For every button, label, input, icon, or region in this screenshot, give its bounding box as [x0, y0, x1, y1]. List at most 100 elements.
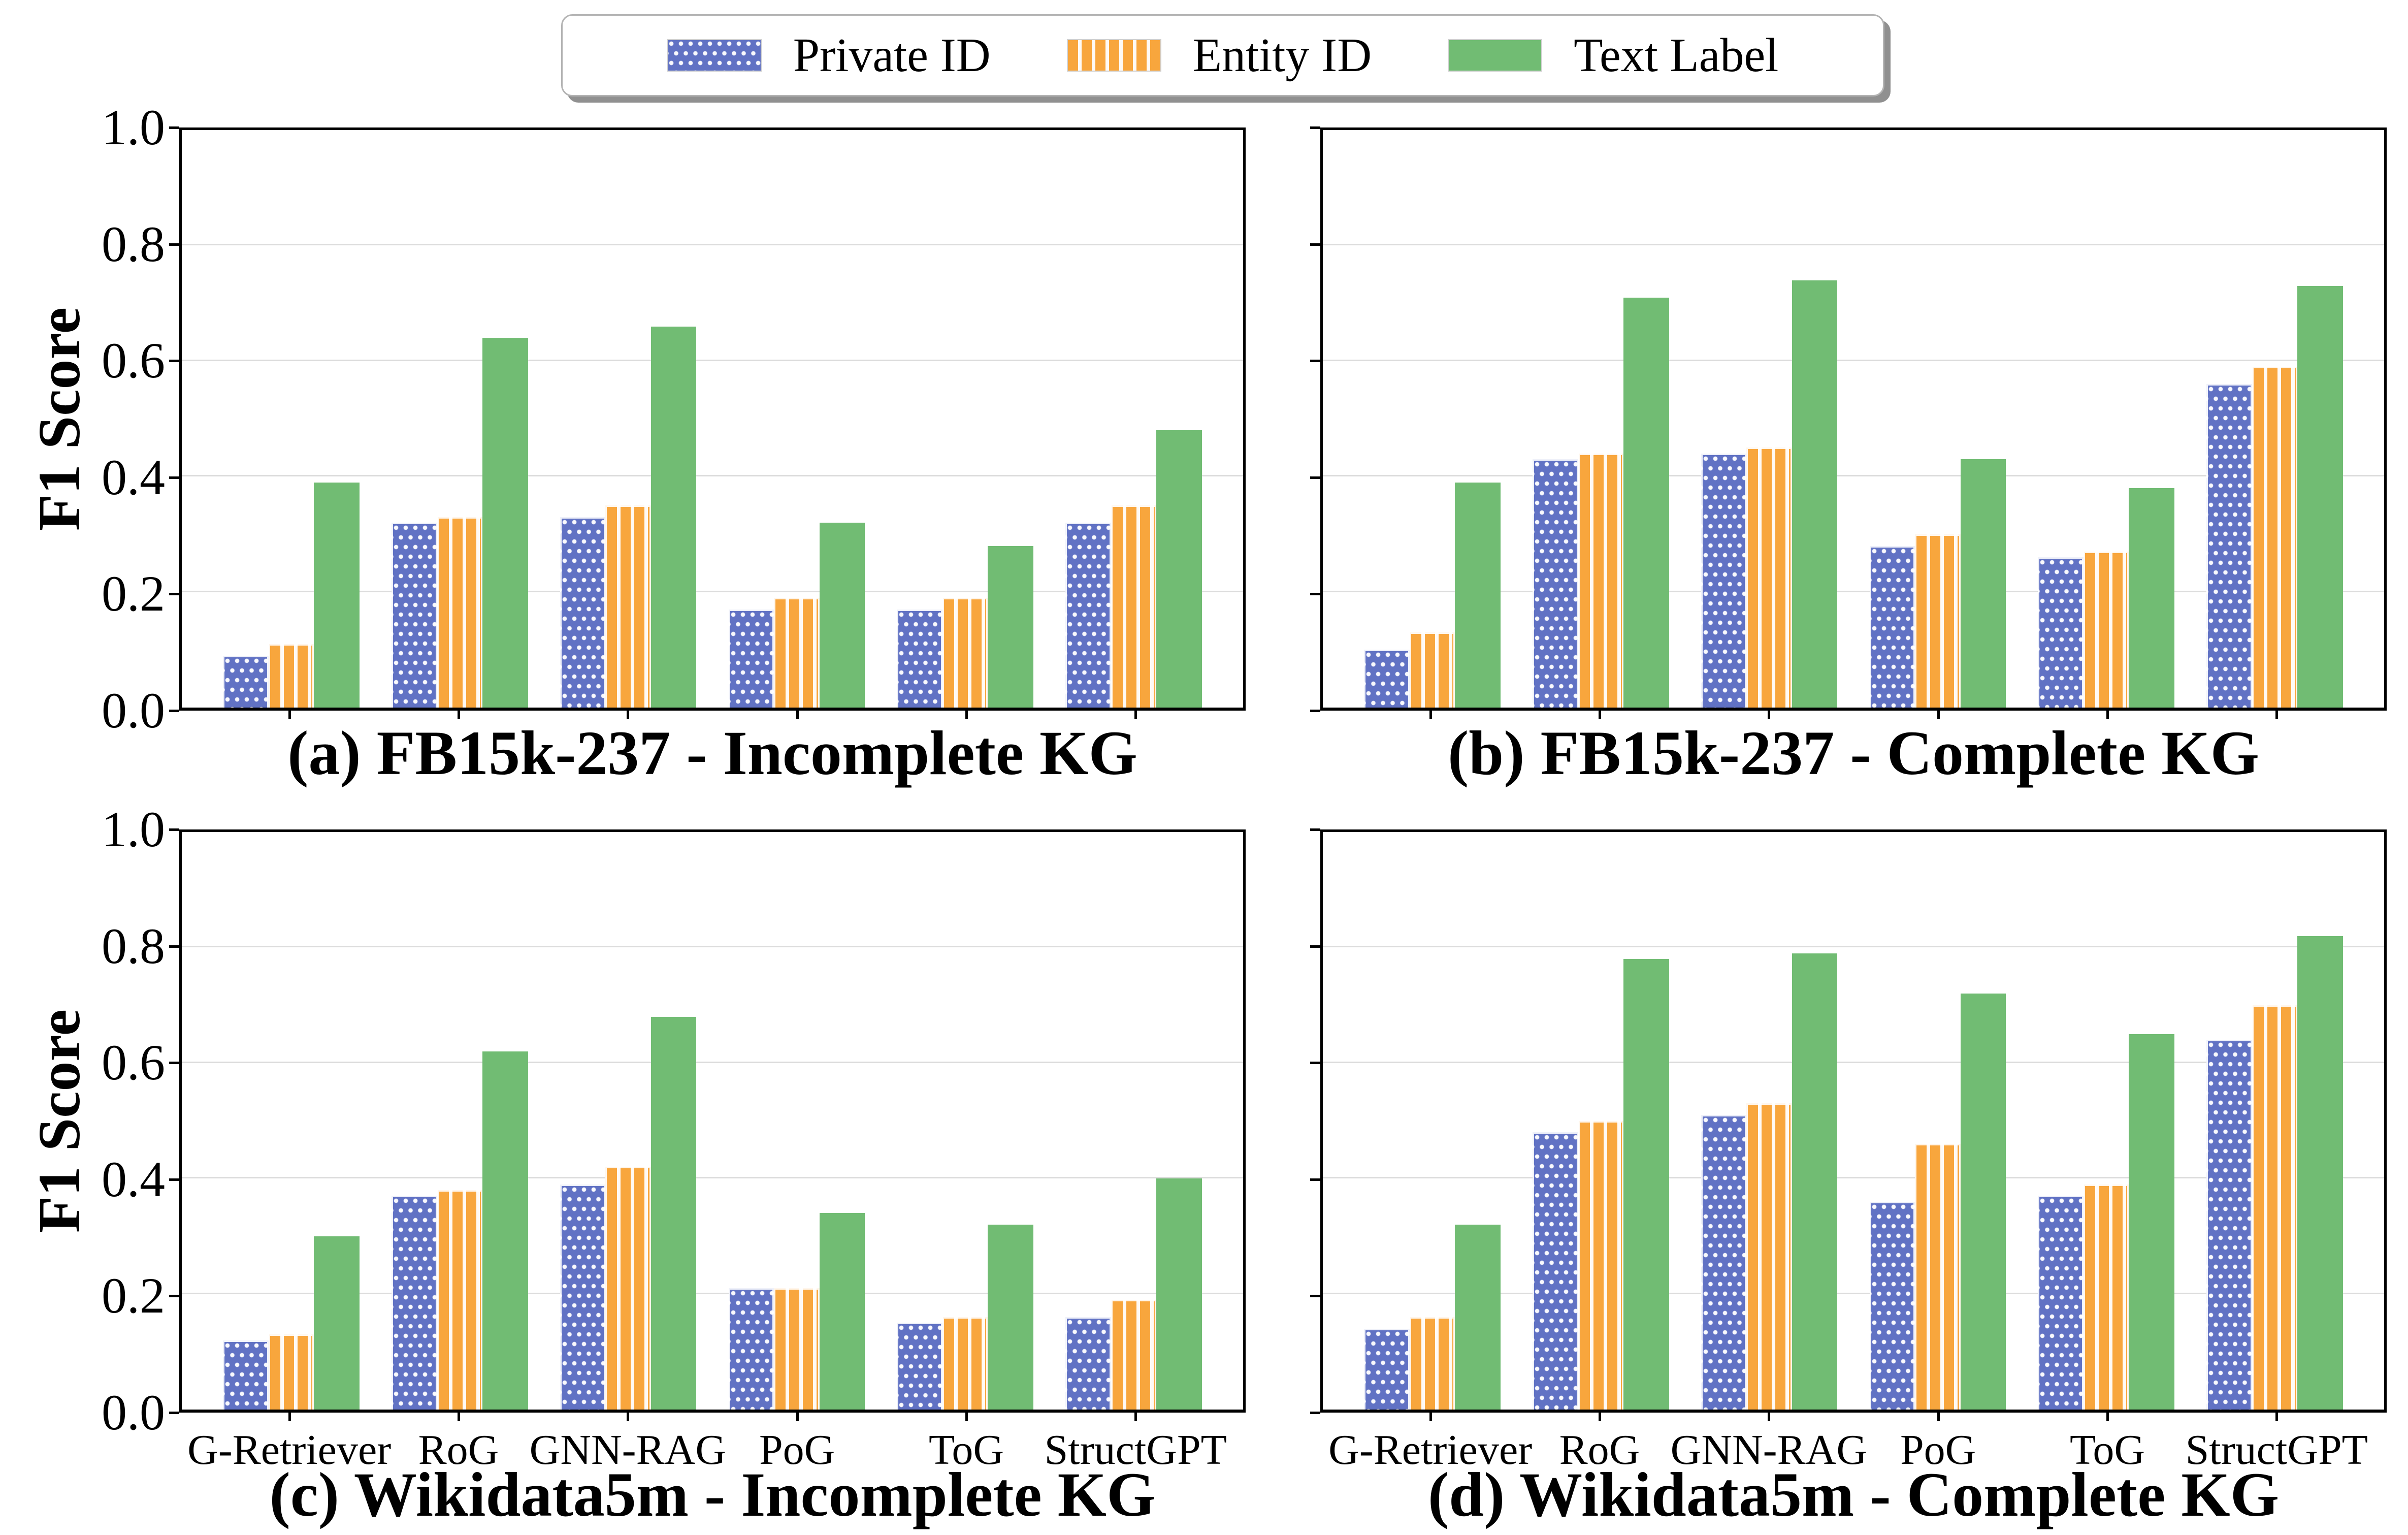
y-tick-label: 0.0 — [102, 1384, 165, 1441]
y-tick — [1310, 1295, 1320, 1298]
x-tick — [1134, 1413, 1137, 1421]
bar-c-tog-private-id — [897, 1323, 942, 1410]
bar-a-rog-entity-id — [437, 517, 483, 708]
y-tick-label: 0.2 — [102, 1267, 165, 1324]
gridline — [1323, 1177, 2384, 1179]
y-tick — [1310, 593, 1320, 596]
y-tick — [1310, 360, 1320, 363]
bar-a-pog-private-id — [728, 609, 774, 708]
bar-a-tog-private-id — [897, 609, 942, 708]
bar-a-structgpt-text-label — [1156, 430, 1202, 708]
x-tick — [965, 1413, 968, 1421]
y-tick — [169, 593, 179, 596]
bar-a-pog-text-label — [819, 523, 865, 708]
y-tick — [169, 945, 179, 948]
bar-b-rog-entity-id — [1578, 453, 1624, 708]
bar-d-g-retriever-entity-id — [1409, 1317, 1455, 1410]
bar-b-gnn-rag-private-id — [1701, 453, 1747, 708]
x-category-label-g-retriever: G-Retriever — [187, 1426, 392, 1474]
y-tick — [169, 1062, 179, 1065]
bar-c-pog-private-id — [728, 1288, 774, 1410]
subplot-d-wikidata5m-complete — [1320, 829, 2387, 1413]
bar-b-gnn-rag-entity-id — [1746, 447, 1792, 708]
bar-b-structgpt-entity-id — [2252, 367, 2298, 708]
x-category-label-structgpt: StructGPT — [2185, 1426, 2368, 1474]
bar-b-pog-entity-id — [1915, 534, 1961, 708]
x-tick — [965, 711, 968, 719]
x-tick — [1599, 1413, 1601, 1421]
y-tick — [169, 828, 179, 831]
subplot-c-wikidata5m-incomplete — [179, 829, 1246, 1413]
bar-d-gnn-rag-private-id — [1701, 1115, 1747, 1410]
subplot-a-fb15k237-incomplete — [179, 127, 1246, 711]
x-tick — [1937, 1413, 1940, 1421]
y-tick — [169, 243, 179, 246]
x-tick — [1134, 711, 1137, 719]
x-category-label-tog: ToG — [928, 1426, 1004, 1474]
bar-a-g-retriever-entity-id — [268, 644, 314, 708]
gridline — [182, 590, 1243, 592]
y-tick — [169, 126, 179, 129]
subplot-c-title: (c) Wikidata5m - Incomplete KG — [269, 1460, 1156, 1529]
x-category-label-tog: ToG — [2069, 1426, 2145, 1474]
y-tick-label: 0.8 — [102, 917, 165, 974]
gridline — [182, 475, 1243, 477]
x-category-label-g-retriever: G-Retriever — [1328, 1426, 1533, 1474]
bar-c-structgpt-text-label — [1156, 1178, 1202, 1410]
bar-a-g-retriever-text-label — [314, 482, 360, 708]
bar-b-tog-entity-id — [2083, 552, 2129, 708]
entity-id-swatch-icon — [1066, 39, 1161, 72]
bar-c-g-retriever-private-id — [223, 1340, 269, 1410]
bar-a-structgpt-entity-id — [1111, 505, 1157, 708]
bar-d-tog-entity-id — [2083, 1184, 2129, 1410]
bar-b-structgpt-text-label — [2297, 286, 2343, 708]
bar-b-pog-private-id — [1869, 546, 1915, 708]
x-tick — [796, 1413, 799, 1421]
y-tick — [169, 1412, 179, 1414]
bar-a-tog-entity-id — [942, 597, 988, 708]
bar-c-gnn-rag-text-label — [650, 1016, 697, 1410]
x-tick — [288, 1413, 291, 1421]
y-tick — [169, 1178, 179, 1181]
x-tick — [1429, 1413, 1432, 1421]
bar-d-g-retriever-private-id — [1364, 1328, 1410, 1410]
x-category-label-rog: RoG — [418, 1426, 499, 1474]
y-tick-label: 0.4 — [102, 1150, 165, 1207]
gridline — [1323, 1292, 2384, 1294]
bar-c-structgpt-private-id — [1065, 1317, 1111, 1410]
bar-c-tog-entity-id — [942, 1317, 988, 1410]
y-tick — [1310, 945, 1320, 948]
bar-d-structgpt-text-label — [2297, 936, 2343, 1410]
x-tick — [1768, 1413, 1771, 1421]
bar-c-tog-text-label — [988, 1225, 1033, 1410]
x-tick — [1599, 711, 1601, 719]
bar-d-structgpt-entity-id — [2252, 1005, 2298, 1410]
x-tick — [458, 711, 460, 719]
bar-c-gnn-rag-entity-id — [605, 1167, 651, 1410]
legend-label: Private ID — [793, 29, 991, 82]
legend-label: Text Label — [1574, 29, 1779, 82]
x-category-label-pog: PoG — [1900, 1426, 1976, 1474]
bar-d-tog-private-id — [2038, 1196, 2084, 1410]
bar-a-pog-entity-id — [774, 597, 820, 708]
x-tick — [288, 711, 291, 719]
x-category-label-gnn-rag: GNN-RAG — [1670, 1426, 1867, 1474]
bar-c-rog-entity-id — [437, 1190, 483, 1410]
bar-b-g-retriever-text-label — [1455, 482, 1501, 708]
y-tick-label: 1.0 — [102, 99, 165, 155]
x-category-label-pog: PoG — [759, 1426, 835, 1474]
y-tick — [169, 1295, 179, 1298]
bar-d-rog-entity-id — [1578, 1121, 1624, 1410]
bar-a-structgpt-private-id — [1065, 523, 1111, 708]
bar-b-g-retriever-private-id — [1364, 650, 1410, 708]
y-tick-label: 1.0 — [102, 801, 165, 857]
legend-item-private-id: Private ID — [667, 31, 991, 79]
bar-b-g-retriever-entity-id — [1409, 632, 1455, 708]
bar-b-tog-text-label — [2129, 488, 2174, 708]
bar-d-rog-private-id — [1533, 1132, 1578, 1410]
x-tick — [796, 711, 799, 719]
bar-d-structgpt-private-id — [2206, 1040, 2252, 1410]
x-tick — [2275, 1413, 2279, 1421]
bar-d-tog-text-label — [2129, 1034, 2174, 1410]
gridline — [1323, 475, 2384, 477]
